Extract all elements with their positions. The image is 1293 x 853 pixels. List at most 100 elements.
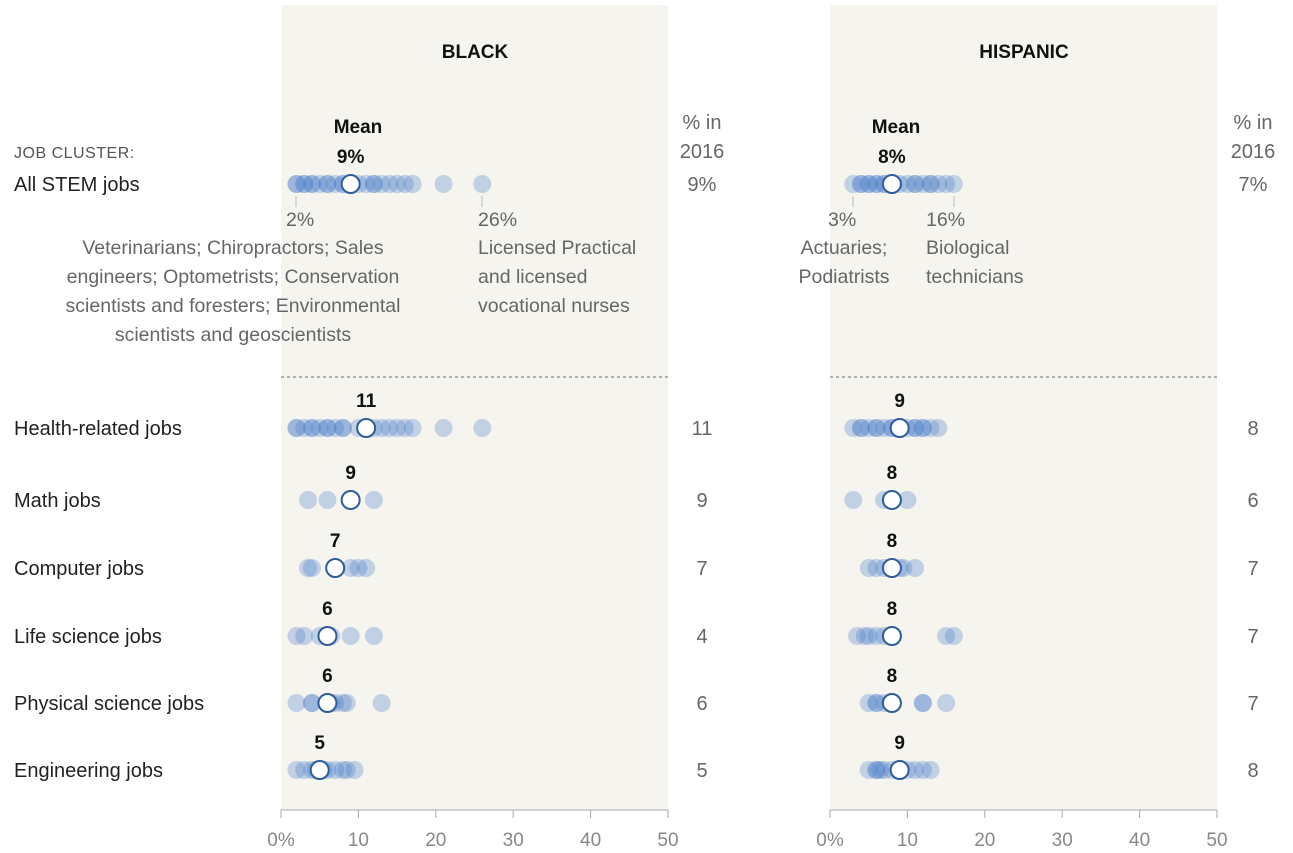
- x-tick-label: 20: [974, 830, 995, 851]
- data-point: [859, 559, 878, 577]
- data-point: [913, 761, 932, 779]
- pct-2016-value: 7%: [1239, 174, 1268, 196]
- mean-label: 6: [322, 599, 333, 620]
- max-note-black-line3: vocational nurses: [478, 295, 630, 317]
- data-point: [326, 419, 345, 437]
- data-point: [380, 419, 399, 437]
- row-label: All STEM jobs: [14, 174, 140, 196]
- min-note-hispanic-line1: Actuaries;: [801, 237, 888, 259]
- x-tick-label: 30: [503, 830, 524, 851]
- mean-marker: [881, 558, 902, 578]
- pct-2016-value: 9: [696, 490, 707, 512]
- x-tick-label: 40: [1129, 830, 1150, 851]
- mean-marker: [340, 490, 361, 510]
- data-point: [357, 175, 376, 193]
- mean-marker: [340, 174, 361, 194]
- max-note-black-line2: and licensed: [478, 266, 588, 288]
- data-point: [859, 419, 878, 437]
- data-point: [302, 175, 321, 193]
- data-point: [848, 627, 867, 645]
- data-point: [337, 694, 356, 712]
- pct-header-black-line1: % in: [683, 112, 722, 134]
- data-point: [403, 175, 422, 193]
- mean-marker: [881, 626, 902, 646]
- data-point: [337, 761, 356, 779]
- data-point: [898, 491, 917, 509]
- data-point: [921, 175, 940, 193]
- data-point: [372, 694, 391, 712]
- data-point: [318, 419, 337, 437]
- mean-label: 5: [314, 733, 325, 754]
- x-tick-label: 40: [580, 830, 601, 851]
- data-point: [295, 627, 314, 645]
- mean-label: 6: [322, 666, 333, 687]
- data-point: [867, 175, 886, 193]
- data-point: [287, 175, 306, 193]
- data-point: [326, 175, 345, 193]
- data-point: [364, 491, 383, 509]
- data-point: [299, 559, 318, 577]
- data-point: [287, 175, 306, 193]
- min-note-black-line1: Veterinarians; Chiropractors; Sales: [82, 237, 384, 259]
- data-point: [867, 694, 886, 712]
- data-point: [299, 491, 318, 509]
- data-point: [913, 175, 932, 193]
- data-point: [844, 175, 863, 193]
- pct-2016-value: 4: [696, 626, 707, 648]
- mean-marker: [325, 558, 346, 578]
- data-point: [867, 419, 886, 437]
- mean-label: 8: [887, 666, 898, 687]
- data-point: [388, 419, 407, 437]
- data-point: [937, 175, 956, 193]
- panel-title-hispanic: HISPANIC: [979, 42, 1069, 63]
- mean-marker: [309, 760, 330, 780]
- data-point: [302, 694, 321, 712]
- data-point: [395, 419, 414, 437]
- mean-label: 11: [356, 391, 377, 412]
- dots-layer: 9% 9% 11 11 9 9 7 7 6 4 6 6 5 5 8% 7% 9 8 8 6 8 7 8 7 8 7 9 8: [287, 147, 1268, 782]
- data-point: [403, 419, 422, 437]
- x-tick-label: 10: [348, 830, 369, 851]
- data-point: [333, 419, 352, 437]
- data-point: [913, 419, 932, 437]
- data-point: [906, 175, 925, 193]
- x-tick-label: 30: [1052, 830, 1073, 851]
- data-point: [867, 559, 886, 577]
- data-point: [921, 175, 940, 193]
- range-min-label-black: 2%: [286, 209, 314, 231]
- mean-marker: [317, 626, 338, 646]
- data-point: [944, 627, 963, 645]
- data-point: [333, 694, 352, 712]
- data-point: [906, 559, 925, 577]
- mean-marker: [356, 418, 377, 438]
- data-point: [287, 419, 306, 437]
- mean-marker: [889, 418, 910, 438]
- data-point: [944, 175, 963, 193]
- pct-2016-value: 7: [1247, 693, 1258, 715]
- max-note-hispanic-line2: technicians: [926, 266, 1024, 288]
- data-point: [859, 175, 878, 193]
- pct-2016-value: 7: [696, 558, 707, 580]
- mean-label: 7: [330, 531, 341, 552]
- data-point: [875, 761, 894, 779]
- data-point: [898, 175, 917, 193]
- pct-2016-value: 6: [1247, 490, 1258, 512]
- data-point: [287, 419, 306, 437]
- data-point: [906, 175, 925, 193]
- data-point: [345, 761, 364, 779]
- data-point: [372, 175, 391, 193]
- data-point: [341, 627, 360, 645]
- x-tick-label: 10: [897, 830, 918, 851]
- data-point: [867, 761, 886, 779]
- data-point: [357, 559, 376, 577]
- pct-header-hispanic-line1: % in: [1234, 112, 1273, 134]
- data-point: [310, 419, 329, 437]
- data-point: [867, 627, 886, 645]
- data-point: [333, 761, 352, 779]
- mean-label: 8: [887, 531, 898, 552]
- data-point: [921, 419, 940, 437]
- row-label: Physical science jobs: [14, 693, 204, 715]
- mean-label: 8: [887, 463, 898, 484]
- data-point: [364, 175, 383, 193]
- pct-2016-value: 8: [1247, 760, 1258, 782]
